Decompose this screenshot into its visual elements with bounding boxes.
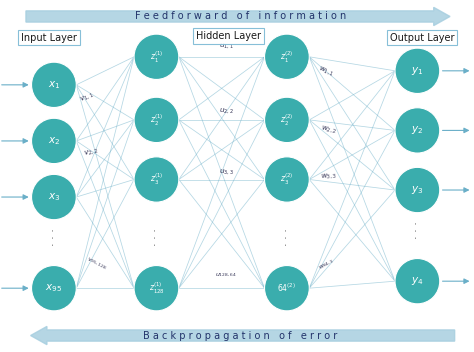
Text: $u_{1,1}$: $u_{1,1}$ <box>219 41 234 50</box>
Ellipse shape <box>134 157 179 202</box>
Text: $y_2$: $y_2$ <box>411 124 423 137</box>
Text: $z_3^{(2)}$: $z_3^{(2)}$ <box>280 172 294 187</box>
Ellipse shape <box>264 97 309 143</box>
Text: $64^{(2)}$: $64^{(2)}$ <box>277 282 296 294</box>
Text: $x_{95}$: $x_{95}$ <box>46 282 63 294</box>
Text: Hidden Layer: Hidden Layer <box>196 31 261 41</box>
Ellipse shape <box>32 265 76 311</box>
Ellipse shape <box>264 265 309 311</box>
Text: $v_{2,2}$: $v_{2,2}$ <box>83 146 100 158</box>
Text: · · ·: · · · <box>282 228 292 246</box>
Text: B a c k p r o p a g a t i o n   o f   e r r o r: B a c k p r o p a g a t i o n o f e r r … <box>143 331 337 340</box>
Text: $z_1^{(2)}$: $z_1^{(2)}$ <box>280 49 294 64</box>
Ellipse shape <box>395 48 440 94</box>
Text: $x_1$: $x_1$ <box>48 79 60 91</box>
Text: · · ·: · · · <box>151 228 162 246</box>
FancyArrow shape <box>31 326 455 345</box>
FancyArrow shape <box>26 7 450 26</box>
Text: $u_{128,64}$: $u_{128,64}$ <box>215 272 237 279</box>
Text: Output Layer: Output Layer <box>390 32 454 43</box>
Text: $v_{95,128}$: $v_{95,128}$ <box>85 255 107 272</box>
Text: $z_2^{(1)}$: $z_2^{(1)}$ <box>150 112 163 128</box>
Text: $u_{3,3}$: $u_{3,3}$ <box>219 167 234 176</box>
Ellipse shape <box>395 258 440 304</box>
Ellipse shape <box>264 157 309 202</box>
Ellipse shape <box>395 108 440 153</box>
Text: $w_{3,3}$: $w_{3,3}$ <box>320 171 337 181</box>
Ellipse shape <box>134 34 179 80</box>
Text: $x_2$: $x_2$ <box>48 135 60 147</box>
Text: $w_{64,3}$: $w_{64,3}$ <box>317 257 336 272</box>
Text: $v_{1,1}$: $v_{1,1}$ <box>78 90 95 104</box>
Ellipse shape <box>395 167 440 213</box>
Text: $x_3$: $x_3$ <box>48 191 60 203</box>
Ellipse shape <box>134 265 179 311</box>
Text: $z_{128}^{(1)}$: $z_{128}^{(1)}$ <box>148 281 164 296</box>
Text: $u_{2,2}$: $u_{2,2}$ <box>219 106 234 114</box>
Text: $y_3$: $y_3$ <box>411 184 424 196</box>
Ellipse shape <box>134 97 179 143</box>
Text: · · ·: · · · <box>412 221 422 239</box>
Text: $y_4$: $y_4$ <box>411 275 424 287</box>
Ellipse shape <box>32 118 76 164</box>
Ellipse shape <box>32 174 76 220</box>
Ellipse shape <box>264 34 309 80</box>
Text: $y_1$: $y_1$ <box>411 65 424 77</box>
Text: Input Layer: Input Layer <box>21 32 77 43</box>
Text: $w_{1,1}$: $w_{1,1}$ <box>317 63 336 78</box>
Text: $z_2^{(2)}$: $z_2^{(2)}$ <box>280 112 294 128</box>
Text: F e e d f o r w a r d   o f   i n f o r m a t i o n: F e e d f o r w a r d o f i n f o r m a … <box>135 12 346 21</box>
Text: · · ·: · · · <box>49 228 59 246</box>
Text: $z_1^{(1)}$: $z_1^{(1)}$ <box>150 49 163 64</box>
Ellipse shape <box>32 62 76 107</box>
Text: $z_3^{(1)}$: $z_3^{(1)}$ <box>150 172 163 187</box>
Text: $w_{2,2}$: $w_{2,2}$ <box>320 124 338 136</box>
